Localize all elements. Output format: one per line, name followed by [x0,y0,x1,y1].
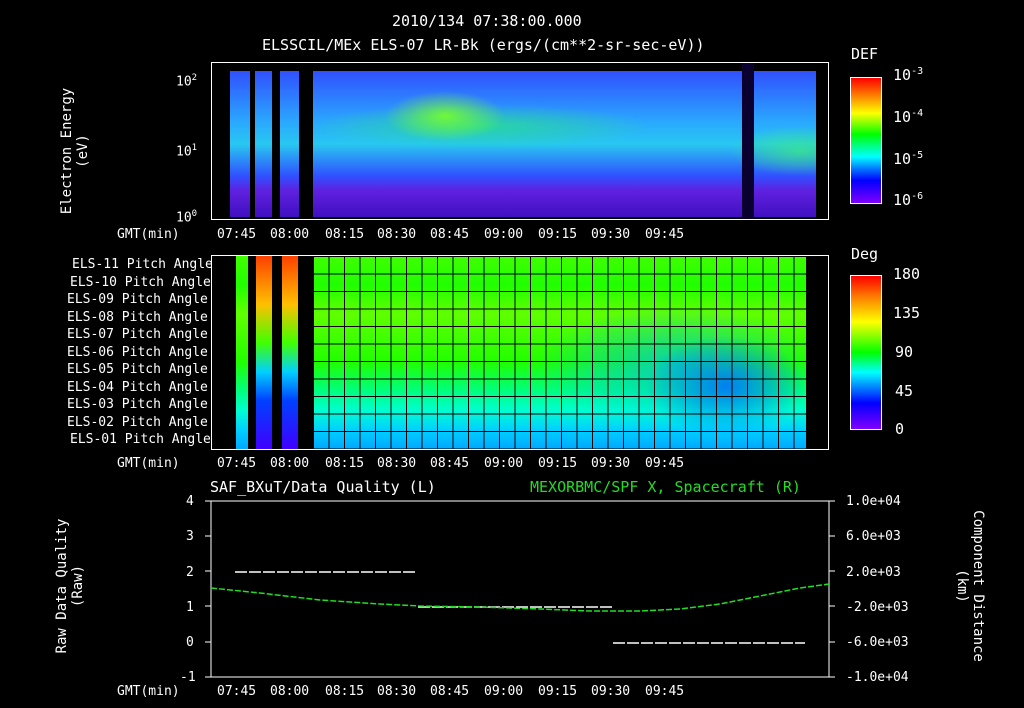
colorbar-tick: 10-6 [893,191,924,209]
plot-datetime: 2010/134 07:38:00.000 [392,12,582,30]
deg-colorbar-title: Deg [851,245,879,263]
def-colorbar-title: DEF [851,45,879,63]
colorbar-tick: 180 [893,265,921,283]
colorbar-tick: 0 [895,420,905,438]
ytick-right: 2.0e+03 [846,565,901,580]
colorbar-tick: 135 [893,304,921,322]
deg-colorbar [850,275,882,430]
ytick-left: 1 [186,600,194,615]
quality-series [235,571,805,644]
ytick-left: -1 [180,670,196,685]
ytick-left: 0 [186,635,194,650]
ytick-right: -6.0e+03 [846,635,909,650]
ytick-label: 102 [176,73,198,90]
panel3-title-right: MEXORBMC/SPF X, Spacecraft (R) [530,478,801,496]
def-colorbar [850,77,882,204]
time-axis-label: GMT(min) [117,227,180,242]
ytick-right: -2.0e+03 [846,600,909,615]
pitch-angle-heatmap [211,255,829,450]
colorbar-tick: 10-5 [893,150,924,168]
energy-spectrogram [211,62,829,220]
ytick-right: -1.0e+04 [846,670,909,685]
ytick-label: 100 [176,209,198,226]
time-axis-label: GMT(min) [117,684,180,699]
ytick-right: 6.0e+03 [846,529,901,544]
ytick-right: 1.0e+04 [846,494,901,509]
plot-subtitle: ELSSCIL/MEx ELS-07 LR-Bk (ergs/(cm**2-sr… [262,36,705,54]
colorbar-tick: 45 [895,382,914,400]
panel3-title-left: SAF_BXuT/Data Quality (L) [210,478,436,496]
spf-x-series [210,583,830,612]
ytick-label: 101 [176,143,198,160]
colorbar-tick: 10-4 [893,108,924,126]
colorbar-tick: 10-3 [893,66,924,84]
ytick-left: 4 [186,494,194,509]
ytick-left: 2 [186,565,194,580]
ytick-left: 3 [186,529,194,544]
time-axis-label: GMT(min) [117,456,180,471]
colorbar-tick: 90 [895,343,914,361]
